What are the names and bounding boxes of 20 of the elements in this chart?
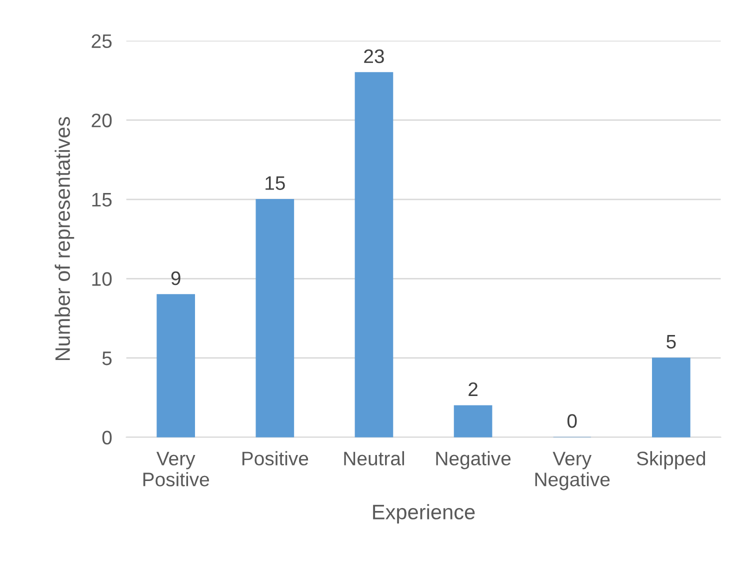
y-tick-label: 0 xyxy=(102,430,112,444)
y-tick-label: 5 xyxy=(102,352,112,366)
x-tick-label: Neutral xyxy=(344,451,404,466)
y-tick-label: 15 xyxy=(92,193,112,207)
x-tick-label: Negative xyxy=(436,451,511,470)
x-tick-label: Very Positive xyxy=(143,452,210,486)
data-label: 9 xyxy=(171,271,180,286)
data-label: 2 xyxy=(468,382,478,396)
data-label: 0 xyxy=(567,414,577,428)
y-tick-label: 10 xyxy=(92,272,112,286)
data-label: 23 xyxy=(364,49,384,64)
y-tick-label: 25 xyxy=(92,34,112,48)
data-label: 15 xyxy=(266,176,285,190)
data-label: 5 xyxy=(666,334,676,349)
y-axis-title: Number of representatives xyxy=(54,117,74,360)
x-tick-label: Positive xyxy=(242,451,308,466)
x-axis-title: Experience xyxy=(373,504,475,524)
y-tick-label: 20 xyxy=(92,114,112,128)
x-tick-label: Skipped xyxy=(636,451,706,470)
x-tick-label: Very Negative xyxy=(535,452,610,490)
